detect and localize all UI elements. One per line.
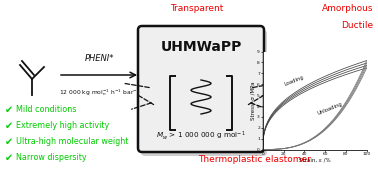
Text: PHENI*: PHENI*: [85, 54, 115, 63]
Text: ✔: ✔: [5, 137, 13, 147]
Text: UHMWaPP: UHMWaPP: [160, 40, 242, 54]
FancyBboxPatch shape: [141, 30, 267, 156]
Text: Transparent: Transparent: [170, 4, 224, 13]
FancyBboxPatch shape: [138, 26, 264, 152]
Text: ✔: ✔: [5, 153, 13, 163]
Text: Unloading: Unloading: [317, 101, 344, 116]
Y-axis label: Stress, σ /MPa: Stress, σ /MPa: [251, 81, 256, 120]
Text: Mild conditions: Mild conditions: [16, 106, 76, 114]
X-axis label: Strain, ε /%: Strain, ε /%: [299, 158, 330, 163]
Text: Extremely high activity: Extremely high activity: [16, 122, 109, 130]
FancyArrowPatch shape: [61, 72, 135, 78]
Text: ✔: ✔: [5, 105, 13, 115]
Text: Loading: Loading: [284, 75, 304, 87]
Text: Amorphous: Amorphous: [322, 4, 373, 13]
Text: Ductile: Ductile: [341, 21, 373, 30]
Text: 12 000 kg mol$_n^{-1}$ h$^{-1}$ bar$^{-1}$: 12 000 kg mol$_n^{-1}$ h$^{-1}$ bar$^{-1…: [59, 87, 141, 98]
Text: Narrow dispersity: Narrow dispersity: [16, 153, 87, 163]
Text: $M_w$ > 1 000 000 g mol$^{-1}$: $M_w$ > 1 000 000 g mol$^{-1}$: [156, 130, 246, 142]
Text: Ultra-high molecular weight: Ultra-high molecular weight: [16, 137, 129, 146]
Text: ✔: ✔: [5, 121, 13, 131]
Text: Thermoplastic elastomer: Thermoplastic elastomer: [198, 155, 311, 164]
